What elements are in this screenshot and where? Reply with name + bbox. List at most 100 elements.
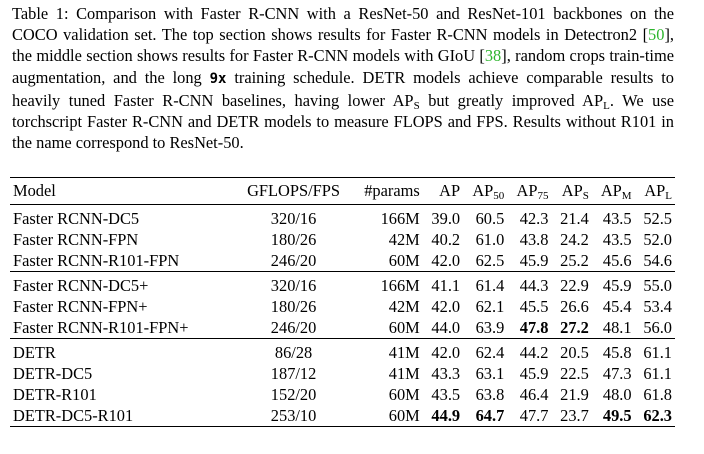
- cell-text: 41.1: [431, 275, 461, 295]
- table-cell: 45.8: [592, 339, 635, 364]
- header-text: AP: [439, 181, 461, 200]
- cell-text: 20.5: [560, 342, 589, 362]
- table-cell: Faster RCNN-R101-FPN: [10, 250, 236, 272]
- cell-text: 42M: [388, 229, 420, 249]
- cell-text: 63.8: [475, 384, 505, 404]
- cell-text: 42.0: [431, 342, 461, 362]
- table-cell: 62.4: [463, 339, 507, 364]
- cell-text: 43.5: [602, 229, 632, 249]
- cell-text: 39.0: [431, 208, 461, 228]
- cell-text: 43.5: [602, 208, 632, 228]
- column-header: APL: [635, 178, 675, 205]
- cell-text: 47.8: [519, 317, 549, 337]
- header-subscript: 75: [537, 190, 549, 202]
- table-cell: 62.3: [635, 405, 675, 427]
- cell-text: 180/26: [270, 229, 317, 249]
- table-cell: 320/16: [236, 205, 351, 230]
- table-cell: 187/12: [236, 363, 351, 384]
- table-cell: 246/20: [236, 317, 351, 339]
- table-cell: 23.7: [551, 405, 591, 427]
- cell-text: 253/10: [270, 405, 317, 425]
- table-cell: 44.3: [507, 272, 551, 297]
- table-cell: 43.5: [592, 229, 635, 250]
- table-row: Faster RCNN-R101-FPN 246/20 60M 42.0 62.5 45.…: [10, 250, 675, 272]
- cell-text: 23.7: [560, 405, 589, 425]
- table-row: DETR-DC5 187/12 41M 43.3 63.1 45.9 22.5 47.3 61.…: [10, 363, 675, 384]
- table-cell: 180/26: [236, 229, 351, 250]
- cell-text: 180/26: [270, 296, 317, 316]
- cell-text: DETR-R101: [13, 384, 97, 404]
- table-cell: 53.4: [635, 296, 675, 317]
- header-subscript: M: [621, 190, 632, 202]
- table-cell: 42.0: [423, 296, 463, 317]
- cell-text: 44.2: [519, 342, 549, 362]
- cell-text: 166M: [380, 275, 420, 295]
- header-text: AP: [516, 181, 538, 200]
- table-cell: 39.0: [423, 205, 463, 230]
- table-cell: 49.5: [592, 405, 635, 427]
- cell-text: 46.4: [519, 384, 549, 404]
- table-cell: 61.1: [635, 363, 675, 384]
- cell-text: DETR-DC5-R101: [13, 405, 134, 425]
- table-cell: 61.8: [635, 384, 675, 405]
- table-cell: Faster RCNN-DC5: [10, 205, 236, 230]
- cell-text: 44.0: [431, 317, 461, 337]
- table-cell: 63.8: [463, 384, 507, 405]
- cell-text: 42.3: [519, 208, 549, 228]
- table-row: DETR-R101 152/20 60M 43.5 63.8 46.4 21.9 48.0 61…: [10, 384, 675, 405]
- cell-text: 48.1: [602, 317, 632, 337]
- table-row: Faster RCNN-FPN+ 180/26 42M 42.0 62.1 45.5 26.…: [10, 296, 675, 317]
- cell-text: 320/16: [270, 208, 317, 228]
- table-cell: 61.1: [635, 339, 675, 364]
- caption-text: training schedule. DETR models achieve c…: [12, 67, 674, 110]
- table-section: Faster RCNN-DC5+ 320/16 166M 41.1 61.4 44.3 22…: [10, 272, 675, 339]
- table-row: DETR-DC5-R101 253/10 60M 44.9 64.7 47.7 23.7 49…: [10, 405, 675, 427]
- column-header: AP50: [463, 178, 507, 205]
- header-text: #params: [364, 181, 420, 200]
- cell-text: 56.0: [643, 317, 672, 337]
- table-cell: 43.5: [423, 384, 463, 405]
- table-cell: 64.7: [463, 405, 507, 427]
- cell-text: 22.9: [560, 275, 589, 295]
- table-cell: 62.1: [463, 296, 507, 317]
- cell-text: 42.0: [431, 296, 461, 316]
- cell-text: 45.9: [519, 250, 549, 270]
- cell-text: 41M: [388, 363, 420, 383]
- table-cell: 152/20: [236, 384, 351, 405]
- table-cell: 47.8: [507, 317, 551, 339]
- cell-text: 61.4: [475, 275, 505, 295]
- table-cell: 41M: [351, 339, 423, 364]
- table-cell: 43.5: [592, 205, 635, 230]
- table-section: DETR 86/28 41M 42.0 62.4 44.2 20.5 45.8 61.1 DETR…: [10, 339, 675, 427]
- cell-text: 320/16: [270, 275, 317, 295]
- cell-text: 25.2: [560, 250, 589, 270]
- cell-text: 42.0: [431, 250, 461, 270]
- table-cell: 21.9: [551, 384, 591, 405]
- table-cell: 48.1: [592, 317, 635, 339]
- header-text: GFLOPS/FPS: [247, 181, 341, 200]
- cell-text: 60M: [388, 317, 420, 337]
- table-section: Faster RCNN-DC5 320/16 166M 39.0 60.5 42.3 21.…: [10, 205, 675, 272]
- table-cell: DETR-DC5: [10, 363, 236, 384]
- cell-text: 62.1: [475, 296, 505, 316]
- caption-cite: 38: [484, 46, 502, 66]
- caption-text: Table 1: Comparison with Faster R-CNN wi…: [12, 4, 674, 45]
- cell-text: 47.7: [519, 405, 549, 425]
- cell-text: 22.5: [560, 363, 589, 383]
- cell-text: 54.6: [643, 250, 672, 270]
- cell-text: 48.0: [602, 384, 632, 404]
- table-row: Faster RCNN-DC5 320/16 166M 39.0 60.5 42.3 21.…: [10, 205, 675, 230]
- cell-text: 246/20: [270, 317, 317, 337]
- table-cell: Faster RCNN-R101-FPN+: [10, 317, 236, 339]
- table-cell: 41M: [351, 363, 423, 384]
- cell-text: DETR-DC5: [13, 363, 93, 383]
- cell-text: 26.6: [560, 296, 589, 316]
- column-header: Model: [10, 178, 236, 205]
- table-cell: 60.5: [463, 205, 507, 230]
- table-cell: 22.9: [551, 272, 591, 297]
- cell-text: DETR: [13, 342, 56, 362]
- table-cell: 45.9: [507, 250, 551, 272]
- cell-text: Faster RCNN-DC5+: [13, 275, 149, 295]
- table-cell: 45.5: [507, 296, 551, 317]
- table-cell: 45.6: [592, 250, 635, 272]
